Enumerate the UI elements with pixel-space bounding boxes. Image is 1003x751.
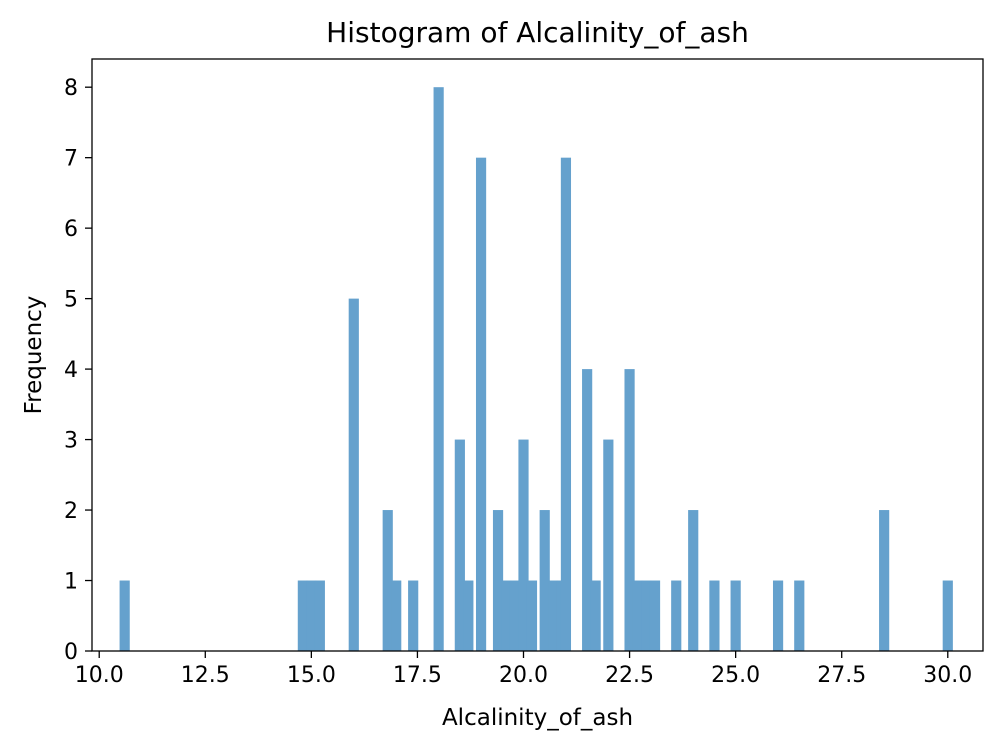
histogram-bar-22 bbox=[590, 580, 601, 651]
x-tick-label: 15.0 bbox=[287, 663, 336, 688]
y-axis-label: Frequency bbox=[21, 296, 47, 415]
x-tick-label: 10.0 bbox=[75, 663, 124, 688]
histogram-bar-8 bbox=[433, 87, 444, 651]
histogram-bar-34 bbox=[879, 510, 890, 651]
histogram-bar-16 bbox=[526, 580, 538, 651]
histogram-bar-0 bbox=[119, 580, 130, 651]
histogram-bar-31 bbox=[730, 580, 741, 651]
histogram-bar-7 bbox=[408, 580, 419, 651]
histogram-bar-27 bbox=[649, 580, 661, 651]
histogram-bar-20 bbox=[560, 157, 572, 652]
histogram-bar-9 bbox=[454, 439, 465, 651]
x-tick-label: 30.0 bbox=[923, 663, 972, 688]
histogram-bar-1 bbox=[297, 580, 308, 651]
y-tick-label: 2 bbox=[64, 499, 78, 524]
y-tick-label: 3 bbox=[64, 429, 78, 454]
histogram-bar-24 bbox=[624, 369, 635, 651]
x-axis-label: Alcalinity_of_ash bbox=[442, 705, 633, 731]
x-axis-ticks: 10.0 12.5 15.0 17.5 20.0 22.5 25.0 27.5 30.0 bbox=[75, 651, 972, 688]
histogram-bar-3 bbox=[314, 580, 325, 651]
chart-title: Histogram of Alcalinity_of_ash bbox=[326, 16, 749, 49]
histogram-bar-30 bbox=[709, 580, 720, 651]
histogram-bar-35 bbox=[942, 580, 953, 651]
y-tick-label: 0 bbox=[64, 640, 78, 665]
histogram-bar-14 bbox=[509, 580, 521, 651]
x-tick-label: 12.5 bbox=[181, 663, 230, 688]
histogram-bar-6 bbox=[391, 580, 402, 651]
histogram-bar-23 bbox=[603, 439, 614, 651]
histogram-bar-2 bbox=[306, 580, 317, 651]
y-tick-label: 7 bbox=[64, 147, 78, 172]
histogram-bar-11 bbox=[475, 157, 487, 652]
histogram-bar-10 bbox=[463, 580, 474, 651]
histogram-bar-32 bbox=[772, 580, 784, 651]
histogram-bar-18 bbox=[548, 580, 559, 651]
x-tick-label: 22.5 bbox=[605, 663, 654, 688]
bars-group bbox=[119, 87, 953, 652]
histogram-bar-25 bbox=[632, 580, 644, 651]
plot-area bbox=[92, 59, 983, 651]
histogram-bar-5 bbox=[382, 510, 393, 651]
y-tick-label: 6 bbox=[64, 217, 78, 242]
histogram-bar-4 bbox=[348, 298, 359, 651]
y-tick-label: 5 bbox=[64, 288, 78, 313]
histogram-bar-26 bbox=[641, 580, 652, 651]
histogram-bar-13 bbox=[501, 580, 512, 651]
x-tick-label: 25.0 bbox=[711, 663, 760, 688]
x-tick-label: 27.5 bbox=[817, 663, 866, 688]
histogram-bar-17 bbox=[539, 510, 550, 651]
histogram-bar-33 bbox=[794, 580, 805, 651]
plot-frame bbox=[91, 58, 984, 652]
y-tick-label: 8 bbox=[64, 76, 78, 101]
x-tick-label: 17.5 bbox=[393, 663, 442, 688]
y-tick-label: 4 bbox=[64, 358, 78, 383]
histogram-bar-21 bbox=[582, 369, 593, 651]
histogram-bar-15 bbox=[518, 439, 529, 651]
histogram-bar-28 bbox=[671, 580, 682, 651]
histogram-bar-12 bbox=[492, 510, 504, 651]
x-tick-label: 20.0 bbox=[499, 663, 548, 688]
histogram-bar-29 bbox=[688, 510, 699, 651]
y-tick-label: 1 bbox=[64, 570, 78, 595]
y-axis-ticks: 0 1 2 3 4 5 6 7 8 bbox=[64, 76, 92, 665]
